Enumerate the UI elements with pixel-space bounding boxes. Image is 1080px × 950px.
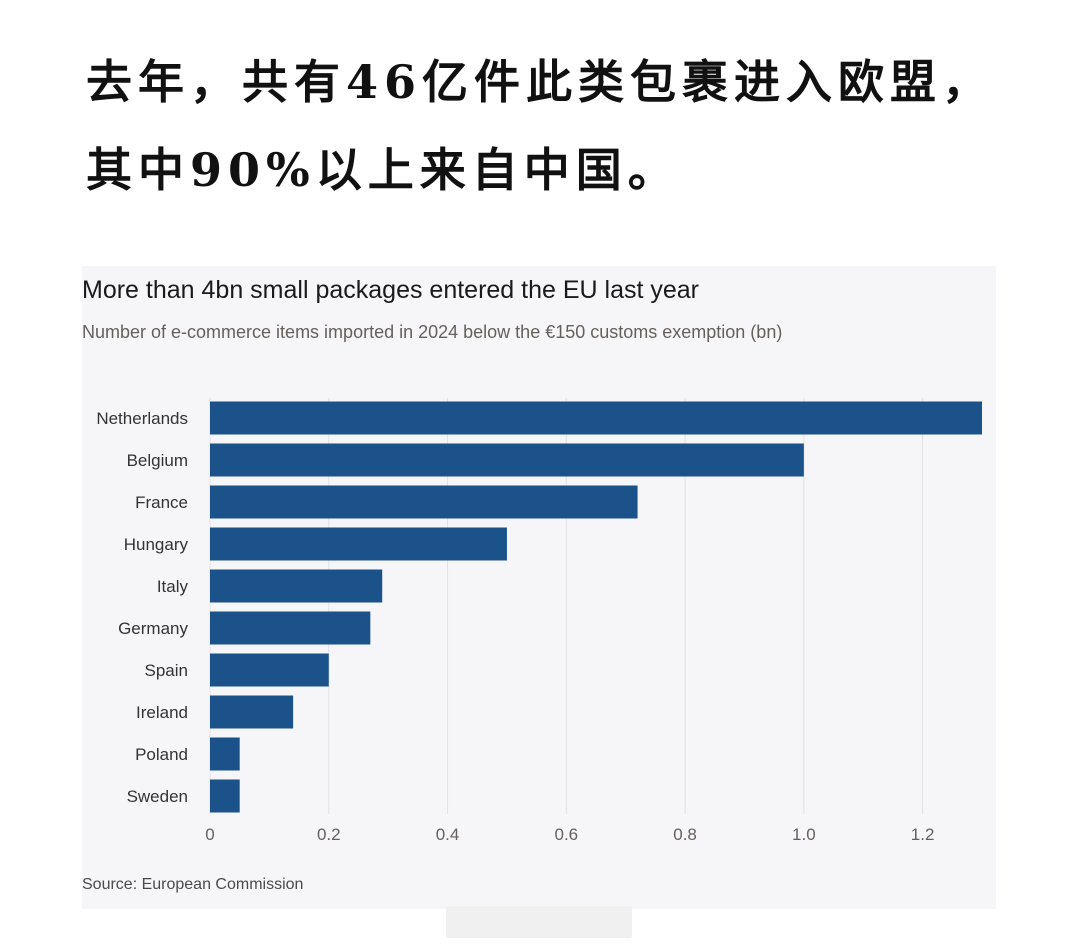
headline: 去年，共有46亿件此类包裹进入欧盟，其中90%以上来自中国。 bbox=[86, 55, 995, 197]
category-label: Spain bbox=[145, 661, 188, 680]
bar-germany bbox=[210, 611, 371, 645]
bar-sweden bbox=[210, 779, 240, 813]
category-label: Netherlands bbox=[96, 409, 188, 428]
bar-italy bbox=[210, 569, 383, 603]
category-label: France bbox=[135, 493, 188, 512]
bar-netherlands bbox=[210, 401, 982, 435]
bar-hungary bbox=[210, 527, 507, 561]
x-tick-label: 0.6 bbox=[554, 825, 578, 844]
category-label: Sweden bbox=[127, 787, 188, 806]
category-label: Poland bbox=[135, 745, 188, 764]
category-label: Ireland bbox=[136, 703, 188, 722]
bottom-strip bbox=[446, 906, 632, 938]
chart-source: Source: European Commission bbox=[82, 876, 304, 893]
bar-france bbox=[210, 485, 638, 519]
bar-chart: Netherlands Belgium France Hungary Italy Germ… bbox=[96, 398, 982, 844]
chart-subtitle: Number of e-commerce items imported in 2… bbox=[82, 322, 783, 342]
bar-spain bbox=[210, 653, 329, 687]
category-label: Italy bbox=[157, 577, 189, 596]
x-tick-label: 0.4 bbox=[436, 825, 460, 844]
bar-ireland bbox=[210, 695, 294, 729]
bar-poland bbox=[210, 737, 240, 771]
category-label: Hungary bbox=[124, 535, 189, 554]
x-tick-label: 0.2 bbox=[317, 825, 341, 844]
bar-belgium bbox=[210, 443, 804, 477]
x-tick-label: 0 bbox=[205, 825, 214, 844]
chart-card: More than 4bn small packages entered the… bbox=[82, 266, 996, 909]
category-label: Germany bbox=[118, 619, 188, 638]
x-tick-label: 0.8 bbox=[673, 825, 697, 844]
x-tick-label: 1.2 bbox=[911, 825, 935, 844]
category-label: Belgium bbox=[127, 451, 188, 470]
x-tick-label: 1.0 bbox=[792, 825, 816, 844]
chart-title: More than 4bn small packages entered the… bbox=[82, 276, 700, 304]
